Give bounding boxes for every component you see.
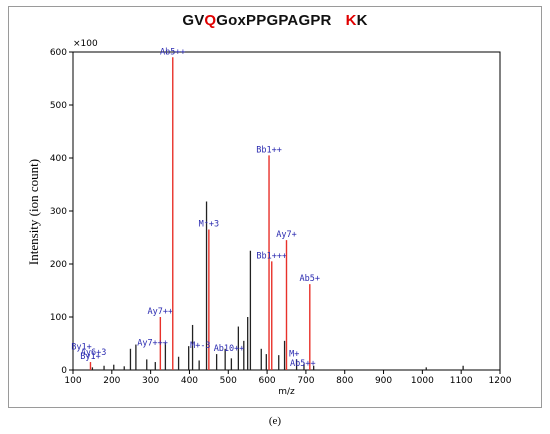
minor-peak-label: Ab5++ — [290, 359, 316, 369]
x-tick-label: 400 — [181, 376, 198, 386]
title-segment-2: GoxPPGPAGPR — [216, 12, 332, 29]
peak-label: By1+ — [80, 352, 100, 362]
x-tick-label: 300 — [142, 376, 159, 386]
x-tick-label: 800 — [336, 376, 353, 386]
minor-peak-label: Ab10++ — [214, 344, 245, 354]
minor-peak-label: M+-3 — [190, 341, 210, 351]
minor-peak-label: Ay7+++ — [137, 339, 168, 349]
peak-label: Ay7+ — [276, 230, 296, 240]
y-tick-label: 100 — [50, 313, 67, 323]
peak-label: Ab5+ — [300, 274, 320, 284]
peak-label: Ay7++ — [148, 307, 174, 317]
minor-peak-label: By1+ — [71, 342, 91, 352]
x-tick-label: 1000 — [411, 376, 434, 386]
peak-label: Bb1++ — [256, 145, 282, 155]
x-tick-label: 500 — [220, 376, 237, 386]
title-segment-highlight: Q — [204, 12, 217, 29]
title-segment-highlight-k: K — [345, 12, 357, 29]
x-axis-label: m/z — [278, 387, 295, 397]
y-tick-label: 0 — [61, 366, 67, 376]
x-tick-label: 1200 — [489, 376, 512, 386]
y-multiplier-label: ×100 — [73, 39, 98, 49]
x-tick-label: 700 — [297, 376, 314, 386]
minor-peak-label: Ay6+3 — [81, 348, 107, 358]
x-tick-label: 600 — [258, 376, 275, 386]
y-tick-label: 200 — [50, 260, 67, 270]
peak-label: Bb1+++ — [256, 251, 287, 261]
minor-peak-label: M+ — [289, 349, 299, 359]
chart-title: GVQGoxPPGPAGPR KK — [0, 12, 550, 29]
title-segment-3: K — [356, 12, 368, 29]
x-tick-label: 200 — [103, 376, 120, 386]
y-tick-label: 300 — [50, 207, 67, 217]
x-tick-label: 100 — [64, 376, 81, 386]
title-segment-1: GV — [182, 12, 205, 29]
figure-caption: (e) — [268, 415, 282, 427]
peak-label: Ab5++ — [160, 47, 186, 57]
x-tick-label: 900 — [375, 376, 392, 386]
y-tick-label: 500 — [50, 101, 67, 111]
y-tick-label: 600 — [50, 48, 67, 58]
x-tick-label: 1100 — [450, 376, 473, 386]
figure-frame — [8, 6, 542, 408]
peak-label: M⁺+3 — [199, 220, 219, 230]
y-tick-label: 400 — [50, 154, 67, 164]
